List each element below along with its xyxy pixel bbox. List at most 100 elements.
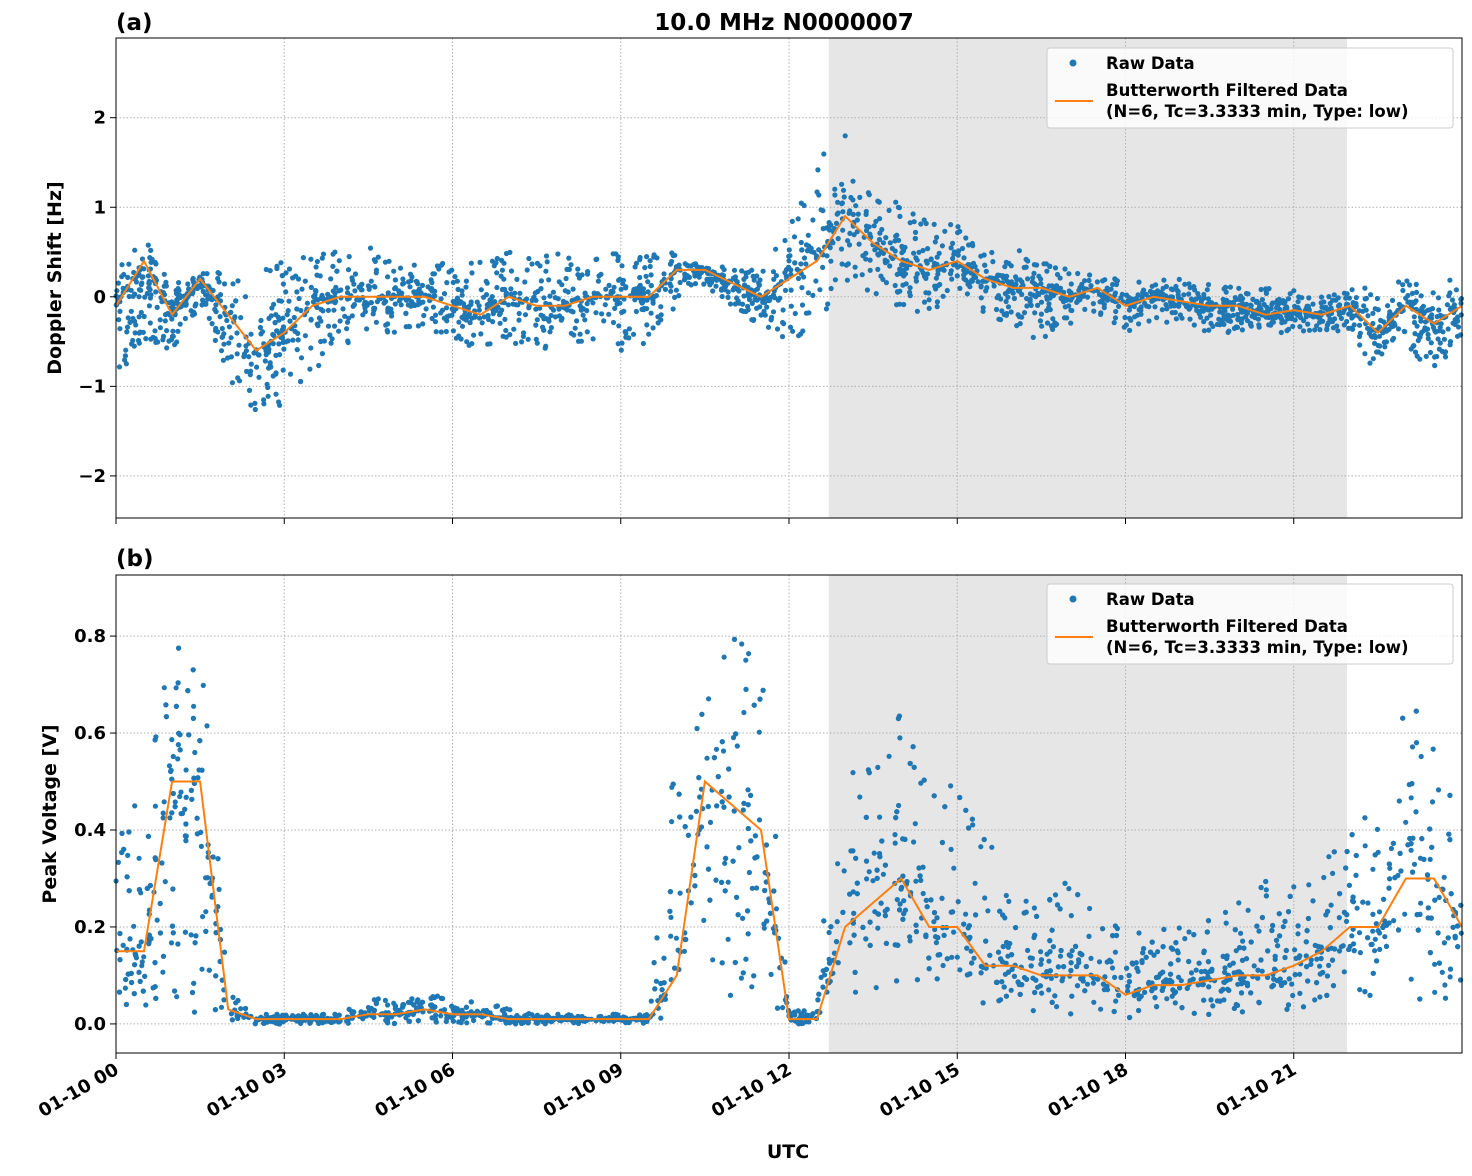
raw-data-point [878,274,883,279]
raw-data-point [359,282,364,287]
raw-data-point [1354,853,1359,858]
raw-data-point [1058,954,1063,959]
raw-data-point [771,309,776,314]
raw-data-point [616,323,621,328]
raw-data-point [1006,289,1011,294]
raw-data-point [1432,898,1437,903]
raw-data-point [591,336,596,341]
raw-data-point [541,314,546,319]
raw-data-point [1224,290,1229,295]
raw-data-point [1116,993,1121,998]
raw-data-point [913,236,918,241]
raw-data-point [274,266,279,271]
raw-data-point [176,742,181,747]
raw-data-point [1110,282,1115,287]
raw-data-point [644,254,649,259]
raw-data-point [1075,892,1080,897]
raw-data-point [802,255,807,260]
raw-data-point [510,302,515,307]
raw-data-point [400,1002,405,1007]
raw-data-point [512,291,517,296]
raw-data-point [822,972,827,977]
raw-data-point [1240,939,1245,944]
raw-data-point [1085,295,1090,300]
raw-data-point [925,261,930,266]
raw-data-point [1047,938,1052,943]
raw-data-point [117,326,122,331]
raw-data-point [792,234,797,239]
raw-data-point [503,328,508,333]
raw-data-point [623,329,628,334]
raw-data-point [125,275,130,280]
raw-data-point [1223,285,1228,290]
raw-data-point [868,920,873,925]
raw-data-point [332,250,337,255]
raw-data-point [268,360,273,365]
raw-data-point [1174,316,1179,321]
raw-data-point [1001,275,1006,280]
raw-data-point [1437,328,1442,333]
raw-data-point [271,302,276,307]
raw-data-point [645,279,650,284]
raw-data-point [1224,921,1229,926]
raw-data-point [1127,307,1132,312]
raw-data-point [646,332,651,337]
raw-data-point [824,253,829,258]
raw-data-point [746,307,751,312]
raw-data-point [1091,1000,1096,1005]
raw-data-point [211,854,216,859]
raw-data-point [1132,314,1137,319]
raw-data-point [459,288,464,293]
raw-data-point [1305,322,1310,327]
raw-data-point [1398,868,1403,873]
raw-data-point [1410,870,1415,875]
raw-data-point [611,320,616,325]
raw-data-point [275,328,280,333]
raw-data-point [290,275,295,280]
raw-data-point [1215,322,1220,327]
raw-data-point [522,279,527,284]
raw-data-point [1390,298,1395,303]
raw-data-point [1116,304,1121,309]
raw-data-point [1136,292,1141,297]
raw-data-point [1387,920,1392,925]
raw-data-point [1100,926,1105,931]
raw-data-point [642,306,647,311]
raw-data-point [694,726,699,731]
raw-data-point [1363,843,1368,848]
raw-data-point [191,667,196,672]
raw-data-point [1091,309,1096,314]
raw-data-point [133,322,138,327]
raw-data-point [631,332,636,337]
raw-data-point [934,276,939,281]
raw-data-point [1255,968,1260,973]
raw-data-point [1331,983,1336,988]
raw-data-point [1189,296,1194,301]
raw-data-point [346,340,351,345]
raw-data-point [1409,302,1414,307]
raw-data-point [1177,277,1182,282]
raw-data-point [1226,988,1231,993]
raw-data-point [1217,309,1222,314]
raw-data-point [1053,265,1058,270]
raw-data-point [1202,328,1207,333]
raw-data-point [739,308,744,313]
raw-data-point [175,756,180,761]
raw-data-point [1045,320,1050,325]
raw-data-point [136,970,141,975]
raw-data-point [1097,959,1102,964]
raw-data-point [1447,278,1452,283]
raw-data-point [235,1014,240,1019]
raw-data-point [1296,923,1301,928]
raw-data-point [723,888,728,893]
raw-data-point [260,329,265,334]
raw-data-point [1127,973,1132,978]
raw-data-point [210,321,215,326]
raw-data-point [710,288,715,293]
raw-data-point [1113,315,1118,320]
raw-data-point [1370,311,1375,316]
raw-data-point [412,263,417,268]
raw-data-point [1004,940,1009,945]
raw-data-point [1252,963,1257,968]
